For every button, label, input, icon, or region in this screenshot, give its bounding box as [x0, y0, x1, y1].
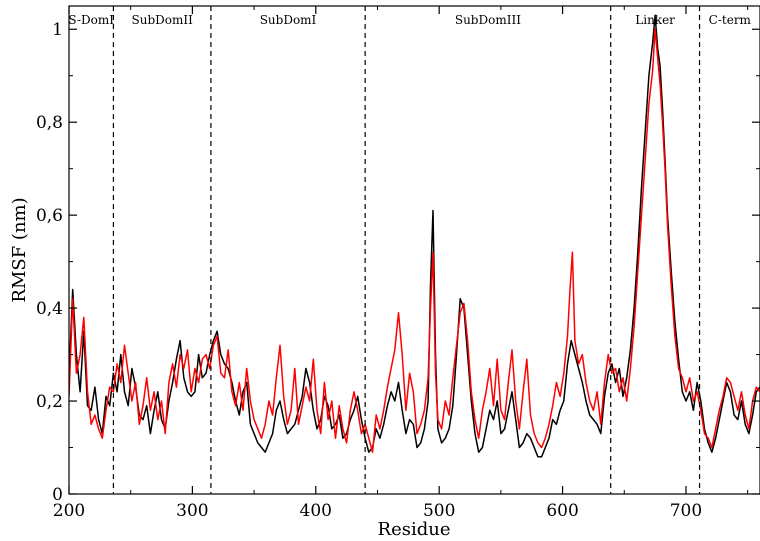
x-tick-label: 700 — [670, 501, 702, 521]
y-tick-label: 0,8 — [36, 113, 63, 133]
region-label: SubDomIII — [455, 13, 521, 27]
region-label: SubDomII — [132, 13, 194, 27]
x-tick-label: 500 — [423, 501, 455, 521]
x-tick-label: 600 — [546, 501, 578, 521]
series-line-1 — [69, 14, 760, 458]
y-tick-label: 0,2 — [36, 392, 63, 412]
y-axis-title: RMSF (nm) — [9, 197, 30, 302]
x-tick-label: 200 — [53, 501, 85, 521]
y-tick-label: 0,6 — [36, 206, 63, 226]
y-tick-label: 1 — [52, 20, 63, 40]
x-tick-label: 400 — [300, 501, 332, 521]
y-tick-label: 0,4 — [36, 299, 63, 319]
plot-frame — [68, 5, 760, 495]
x-tick-label: 300 — [176, 501, 208, 521]
y-axis: 0 0,2 0,4 0,6 0,8 1 — [36, 20, 760, 505]
x-axis-title: Residue — [378, 519, 451, 540]
series-line-2 — [69, 28, 760, 453]
region-labels: S-DomI SubDomII SubDomI SubDomIII Linker C-te… — [68, 13, 751, 27]
region-label: SubDomI — [260, 13, 317, 27]
region-label: S-DomI — [68, 13, 114, 27]
series-layer — [69, 14, 760, 458]
region-label: C-term — [709, 13, 752, 27]
x-axis: 200 300 400 500 600 700 — [53, 6, 749, 521]
region-label: Linker — [635, 13, 675, 27]
y-tick-label: 0 — [52, 485, 63, 505]
region-boundaries — [112, 6, 701, 494]
